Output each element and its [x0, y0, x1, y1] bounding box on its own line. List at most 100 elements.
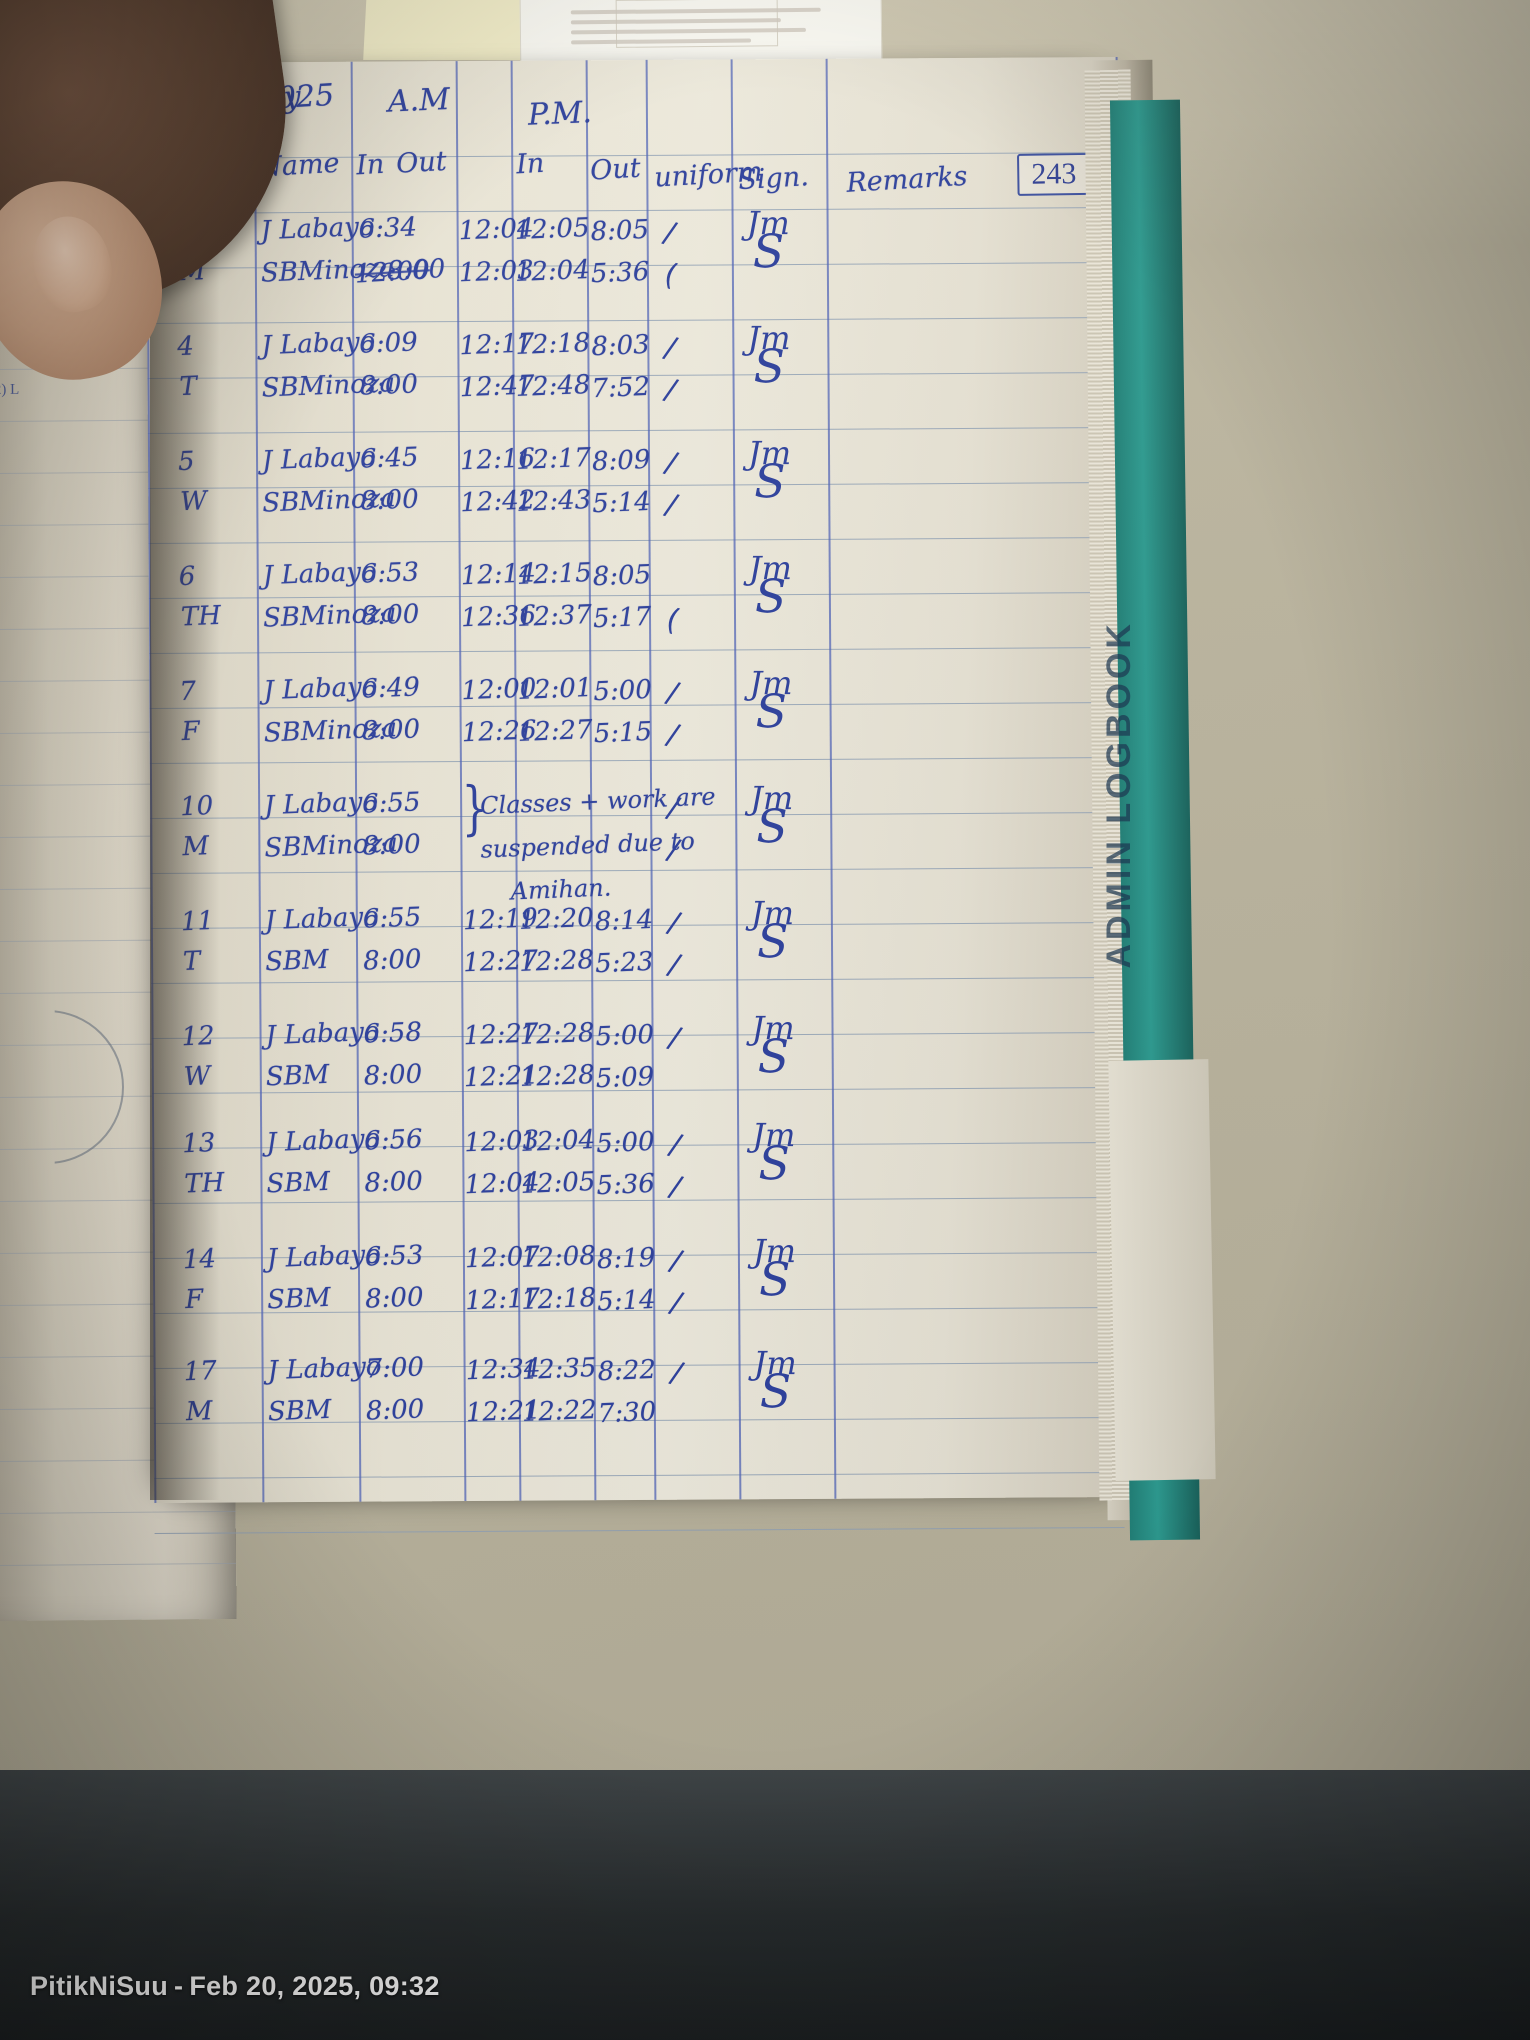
row-day-13: TH	[183, 1167, 226, 1200]
row-pm-out: 5:36	[595, 1168, 656, 1202]
row-day-7: F	[181, 716, 201, 748]
column-header-remarks: Remarks	[845, 160, 969, 199]
signature-scribble: Jm S	[752, 1116, 796, 1190]
row-pm-out: 7:30	[597, 1396, 657, 1430]
row-pm-in: 12:27	[517, 714, 594, 749]
uniform-check-mark: /	[659, 215, 680, 252]
row-day-14: F	[184, 1284, 204, 1316]
row-date-13: 13	[181, 1128, 216, 1160]
uniform-check-mark: /	[660, 372, 681, 409]
row-pm-in: 12:18	[514, 327, 591, 362]
uniform-check-mark: /	[665, 1243, 687, 1280]
column-header-am_in: In	[355, 148, 386, 182]
page-number-box: 243	[1017, 152, 1091, 196]
signature-scribble: Jm S	[751, 1009, 795, 1083]
column-header-sign: Sign.	[737, 161, 810, 197]
row-name: SBM	[265, 1166, 331, 1200]
row-am-in: 8:00	[361, 714, 421, 747]
uniform-check-mark: /	[662, 717, 683, 754]
row-date-12: 12	[180, 1021, 216, 1053]
row-am-in: 7:00	[364, 1352, 425, 1385]
row-pm-in: 12:20	[518, 902, 595, 937]
row-am-in: 6:09	[358, 327, 419, 360]
row-pm-out: 5:17	[592, 601, 652, 635]
row-name: SBM	[264, 944, 330, 978]
row-name: SBM	[266, 1282, 332, 1316]
row-pm-out: 8:14	[594, 904, 654, 938]
column-header-pm_in: In	[515, 147, 546, 181]
row-am-in: 8:00	[363, 1059, 423, 1092]
uniform-check-mark: /	[666, 1355, 687, 1392]
row-am-in: 6:49	[360, 672, 421, 705]
row-day-10: M	[181, 831, 210, 863]
row-pm-out: 8:22	[597, 1354, 657, 1388]
left-page-ruled-line	[0, 1562, 237, 1567]
watermark-timestamp: Feb 20, 2025, 09:32	[189, 1971, 440, 2001]
left-page-ruled-line	[0, 1510, 236, 1515]
group-label-am: A.M	[387, 82, 451, 120]
signature-scribble: Jm S	[749, 549, 793, 623]
row-pm-out: 8:05	[590, 214, 650, 248]
row-am-in: 8:00	[360, 599, 420, 632]
row-pm-in: 12:15	[516, 557, 593, 592]
left-page-mark-3: 2) L	[0, 381, 20, 398]
ruled-line	[147, 427, 1118, 435]
row-date-5: 5	[177, 446, 196, 478]
uniform-check-mark: /	[666, 1285, 687, 1322]
row-am-in: 8:00	[362, 944, 423, 977]
row-am-in: 6:55	[361, 787, 422, 820]
row-pm-in: 12:22	[521, 1394, 598, 1428]
ruled-line	[148, 592, 1119, 600]
row-pm-in: 12:35	[521, 1352, 598, 1386]
row-pm-in: 12:08	[520, 1240, 597, 1275]
row-date-6: 6	[178, 561, 196, 593]
row-pm-in: 12:04	[519, 1124, 596, 1159]
uniform-check-mark: /	[664, 1020, 685, 1057]
row-am-in: 8:00	[386, 254, 446, 287]
row-pm-out: 8:19	[596, 1242, 656, 1276]
row-am-in: 8:00	[359, 484, 420, 517]
row-date-11: 11	[180, 906, 215, 938]
row-am-in: 6:58	[362, 1017, 423, 1050]
signature-scribble: Jm S	[753, 1232, 797, 1306]
row-am-in: 6:55	[362, 902, 422, 935]
signature-scribble: Jm S	[753, 1344, 797, 1418]
row-pm-out: 8:05	[592, 559, 652, 593]
row-pm-in: 12:04	[514, 254, 591, 289]
row-pm-in: 12:28	[519, 1059, 596, 1094]
row-am-in: 6:34	[358, 212, 418, 245]
row-pm-out: 8:09	[591, 444, 652, 478]
row-name: SBM	[265, 1059, 330, 1093]
row-pm-in: 12:43	[515, 484, 592, 519]
ruled-line	[149, 757, 1120, 765]
uniform-check-mark: (	[659, 256, 682, 294]
row-pm-in: 12:18	[520, 1282, 597, 1316]
row-pm-out: 5:00	[594, 1019, 655, 1053]
uniform-check-mark: (	[661, 601, 684, 639]
floor-background	[0, 1770, 1530, 2040]
ruled-line	[146, 207, 1117, 215]
ruled-line	[150, 867, 1121, 875]
row-am-in: 6:53	[364, 1240, 424, 1273]
row-am-in: 8:00	[358, 369, 419, 402]
uniform-check-mark: /	[661, 487, 682, 524]
ruled-line	[147, 317, 1118, 325]
row-am-in: 8:00	[361, 829, 422, 862]
ruled-line	[151, 977, 1122, 985]
suspension-note-line-3: Amihan.	[510, 873, 612, 906]
ruled-line	[149, 647, 1120, 655]
row-pm-out: 5:14	[596, 1284, 657, 1318]
row-date-7: 7	[178, 676, 197, 708]
row-am-in: 6:45	[359, 442, 420, 475]
column-rule-remarks	[825, 58, 836, 1499]
suspension-note-line-2: suspended due to	[479, 826, 696, 864]
column-header-am_out: Out	[395, 145, 448, 180]
row-am-in: 6:56	[363, 1124, 424, 1157]
row-am-in: 8:00	[363, 1166, 424, 1199]
row-pm-in: 12:05	[519, 1166, 596, 1201]
row-date-4: 4	[176, 331, 195, 363]
row-am-in: 8:00	[364, 1282, 425, 1315]
book-spine-text: ADMIN LOGBOOK	[1100, 620, 1138, 969]
row-pm-in: 12:48	[515, 369, 592, 404]
ruled-line	[148, 537, 1119, 545]
